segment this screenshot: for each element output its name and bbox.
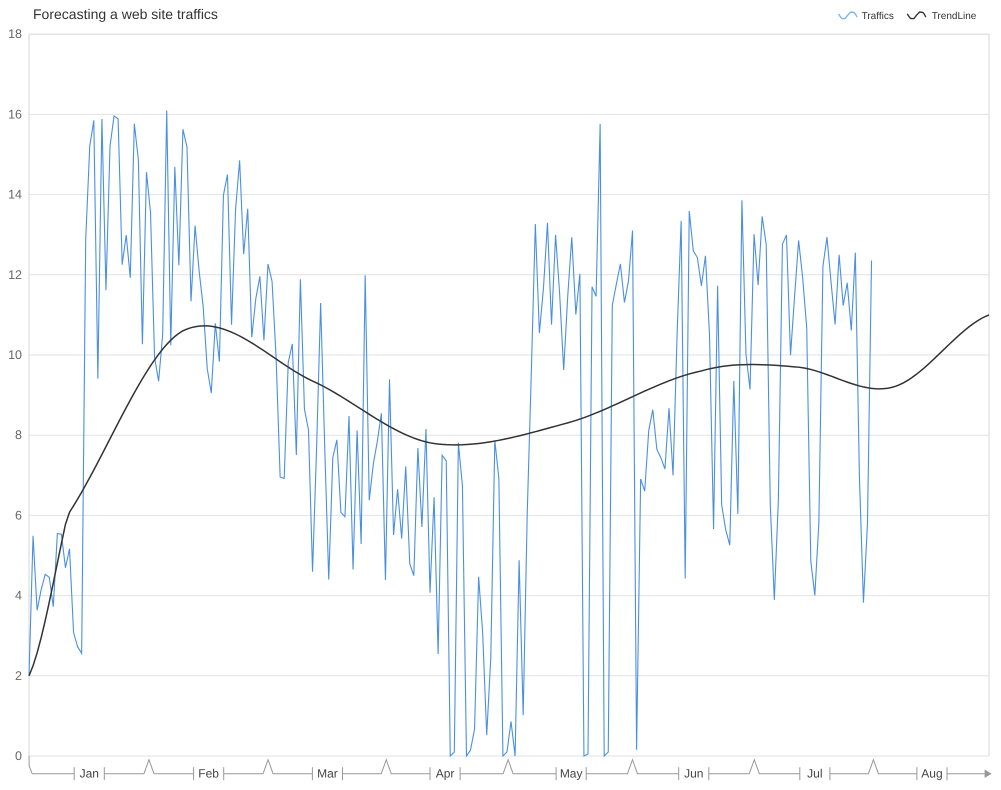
svg-text:4: 4 — [15, 589, 22, 603]
svg-text:16: 16 — [8, 107, 22, 121]
svg-text:14: 14 — [8, 188, 22, 202]
svg-text:Traffics: Traffics — [862, 11, 894, 22]
svg-text:May: May — [560, 767, 583, 781]
svg-text:2: 2 — [15, 669, 22, 683]
svg-text:Jun: Jun — [684, 767, 703, 781]
svg-text:Apr: Apr — [436, 767, 455, 781]
svg-text:Feb: Feb — [198, 767, 219, 781]
svg-text:TrendLine: TrendLine — [932, 11, 977, 22]
svg-text:6: 6 — [15, 508, 22, 522]
svg-text:8: 8 — [15, 428, 22, 442]
svg-text:Jan: Jan — [80, 767, 99, 781]
svg-text:Jul: Jul — [807, 767, 822, 781]
svg-text:12: 12 — [8, 268, 22, 282]
svg-text:Mar: Mar — [317, 767, 338, 781]
svg-text:18: 18 — [8, 27, 22, 41]
svg-text:0: 0 — [15, 749, 22, 763]
svg-text:10: 10 — [8, 348, 22, 362]
svg-text:Aug: Aug — [921, 767, 942, 781]
